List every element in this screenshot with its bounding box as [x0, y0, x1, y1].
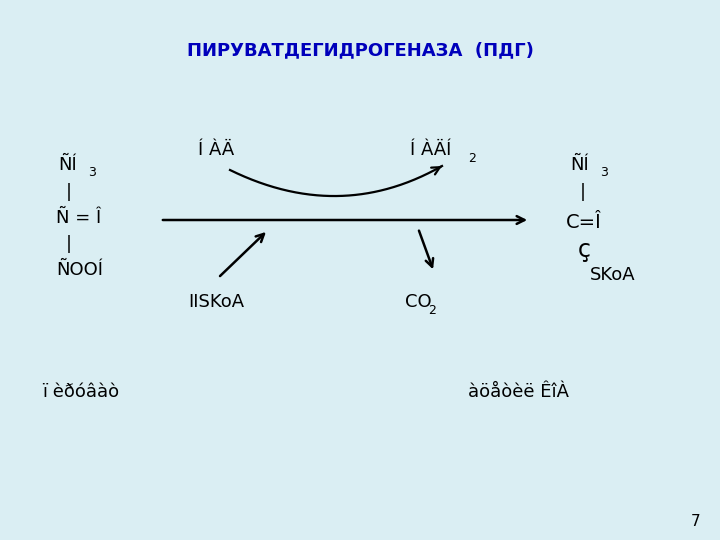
Text: 2: 2 [428, 303, 436, 316]
Text: 7: 7 [690, 515, 700, 530]
Text: |: | [580, 183, 586, 201]
Text: ÑÍ: ÑÍ [570, 156, 589, 174]
Text: àöåòèë ÊîÀ: àöåòèë ÊîÀ [468, 383, 569, 401]
Text: Ñ = Î: Ñ = Î [56, 209, 102, 227]
Text: |: | [66, 235, 72, 253]
Text: 3: 3 [88, 165, 96, 179]
Text: |: | [66, 183, 72, 201]
Text: IISKoA: IISKoA [188, 293, 244, 311]
Text: SKoA: SKoA [590, 266, 636, 284]
Text: ÑÍ: ÑÍ [58, 156, 77, 174]
Text: Í ÀÄÍ: Í ÀÄÍ [410, 141, 451, 159]
Text: ПИРУВАТДЕГИДРОГЕНАЗА  (ПДГ): ПИРУВАТДЕГИДРОГЕНАЗА (ПДГ) [186, 41, 534, 59]
Text: ï èðóâàò: ï èðóâàò [42, 383, 119, 401]
Text: 2: 2 [468, 152, 476, 165]
Text: Í ÀÄ: Í ÀÄ [198, 141, 234, 159]
Text: ÑOOÍ: ÑOOÍ [56, 261, 103, 279]
Text: C=Î: C=Î [566, 213, 602, 232]
Text: 3: 3 [600, 165, 608, 179]
Text: CO: CO [405, 293, 431, 311]
Text: ç: ç [578, 238, 591, 262]
